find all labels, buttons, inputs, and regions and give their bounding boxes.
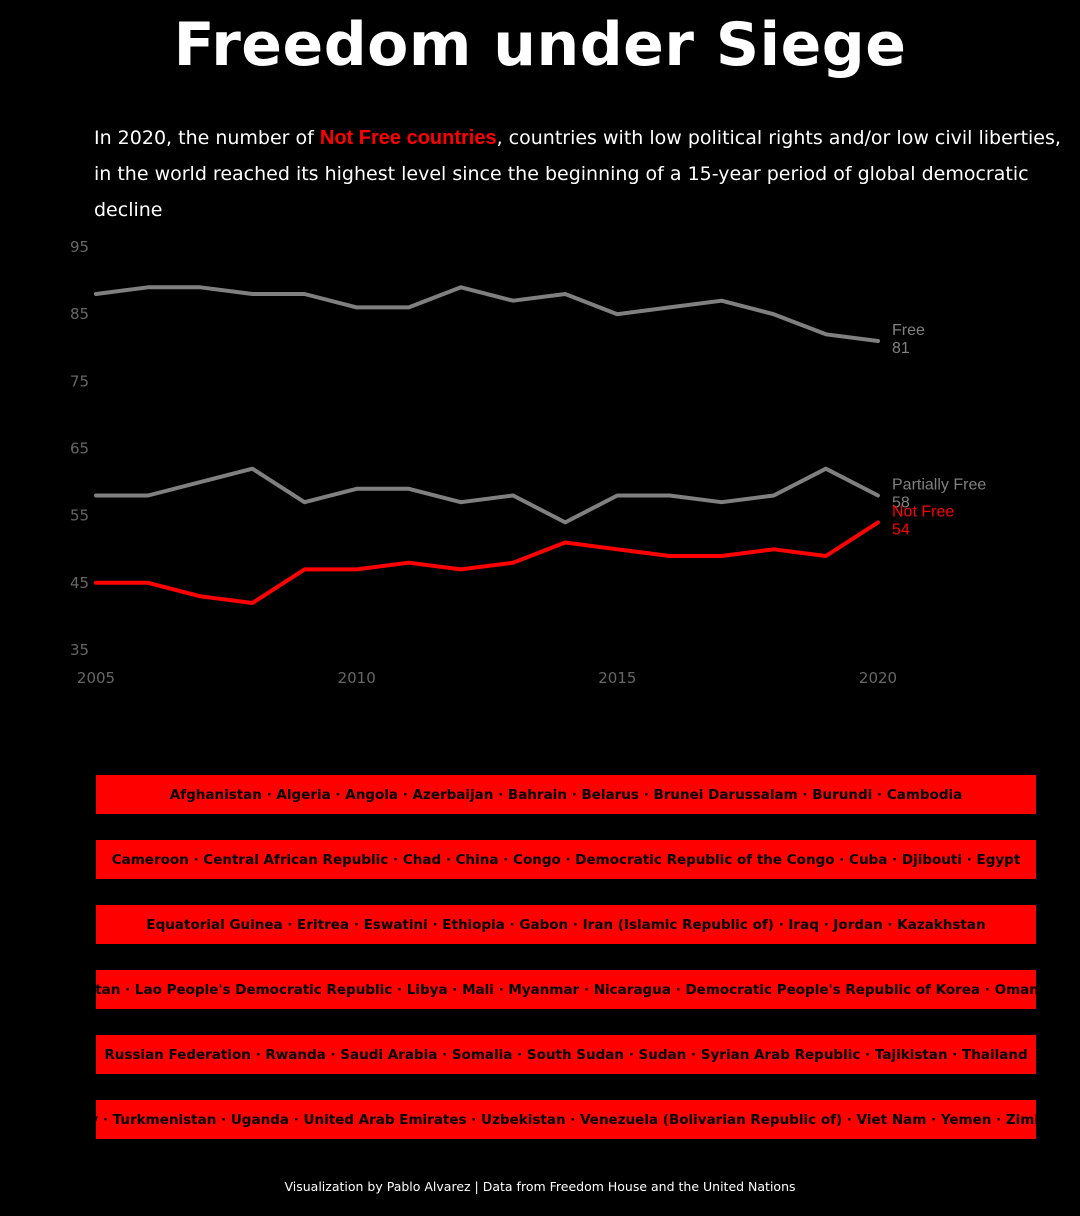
country-band-1: Afghanistan · Algeria · Angola · Azerbai… [96, 775, 1036, 814]
subtitle-part-2: , countries with low political rights an… [496, 127, 1061, 149]
x-tick-label-2020: 2020 [859, 669, 897, 687]
page-title: Freedom under Siege [173, 10, 907, 80]
series-end-value-not-free: 54 [892, 521, 910, 538]
country-band-3: Equatorial Guinea · Eritrea · Eswatini ·… [96, 905, 1036, 944]
y-tick-label-85: 85 [70, 305, 89, 323]
y-tick-label-95: 95 [70, 238, 89, 256]
subtitle-line-2: in the world reached its highest level s… [94, 163, 1029, 221]
subtitle: In 2020, the number of Not Free countrie… [94, 120, 1074, 228]
series-end-value-partially-free: 58 [892, 495, 910, 512]
series-line-not-free [94, 520, 880, 605]
country-band-4: Kyrgyzstan · Lao People's Democratic Rep… [96, 970, 1036, 1009]
series-label-free: Free [892, 322, 925, 339]
series-line-partially-free [94, 466, 880, 525]
y-tick-label-45: 45 [70, 574, 89, 592]
subtitle-highlight: Not Free countries [319, 127, 497, 149]
country-band-5: Russian Federation · Rwanda · Saudi Arab… [96, 1035, 1036, 1074]
subtitle-part-1: In 2020, the number of [94, 127, 320, 149]
x-tick-label-2015: 2015 [598, 669, 636, 687]
not-free-country-list: Afghanistan · Algeria · Angola · Azerbai… [96, 775, 1036, 1165]
y-tick-label-65: 65 [70, 440, 89, 458]
y-tick-label-55: 55 [70, 507, 89, 525]
x-tick-label-2010: 2010 [338, 669, 376, 687]
country-band-6: Turkey · Turkmenistan · Uganda · United … [96, 1100, 1036, 1139]
footer-credit: Visualization by Pablo Alvarez | Data fr… [284, 1179, 796, 1194]
series-label-partially-free: Partially Free [892, 477, 986, 494]
y-tick-label-35: 35 [70, 641, 89, 659]
series-line-free [94, 285, 880, 343]
series-end-value-free: 81 [892, 340, 910, 357]
x-tick-label-2005: 2005 [77, 669, 115, 687]
country-band-2: Cameroon · Central African Republic · Ch… [96, 840, 1036, 879]
subtitle-line-1: In 2020, the number of Not Free countrie… [94, 120, 1074, 156]
y-tick-label-75: 75 [70, 372, 89, 390]
series-label-not-free: Not Free [892, 503, 954, 520]
